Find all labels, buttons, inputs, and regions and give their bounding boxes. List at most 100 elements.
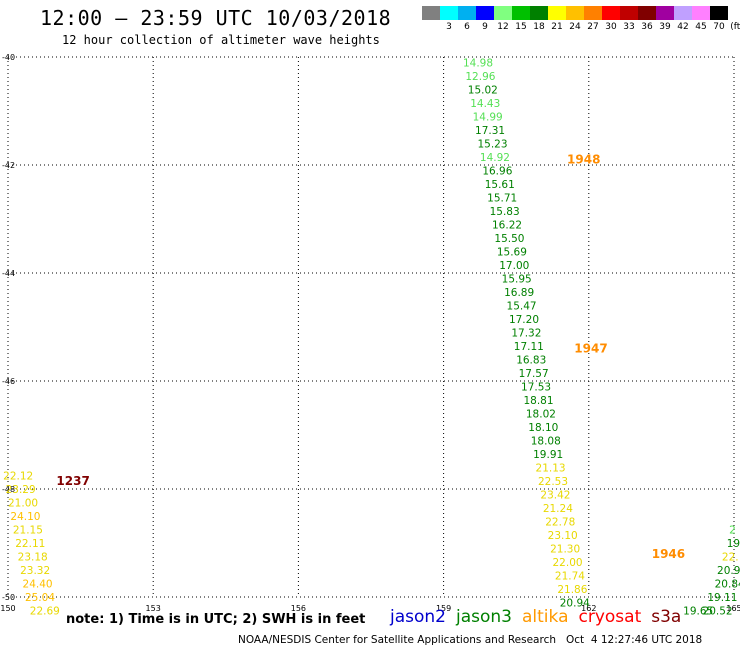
legend-swatch [674,6,692,20]
grid-lines [7,56,735,598]
satellite-legend: jason2 jason3 altika cryosat s3a [390,607,691,627]
axis-ticks: 150 153 156 159 162 165 -40 -42 -44 -46 -48 -50 [0,53,740,613]
x-tick-label: 159 [436,604,451,613]
legend-swatch [548,6,566,20]
legend-swatch [584,6,602,20]
wave-height-value: 21.74 [555,570,585,582]
satellite-altika: altika [522,607,569,627]
wave-height-value: 18.81 [523,395,553,407]
satellite-cryosat: cryosat [578,607,642,627]
y-tick-label: -48 [2,485,15,494]
wave-height-value: 15.23 [477,138,507,150]
wave-height-value: 19.65 [683,606,713,618]
wave-height-value: 22.00 [553,557,583,569]
legend-label: 42 [677,22,689,32]
wave-height-value: 22.12 [3,471,33,483]
legend-swatch [620,6,638,20]
wave-height-value: 16.83 [516,354,546,366]
legend-label: (ft) [730,22,740,32]
wave-height-value: 15.71 [487,192,517,204]
legend-label: 15 [515,22,527,32]
legend-swatch [422,6,440,20]
wave-height-value: 22. [722,552,739,564]
legend-label: 39 [659,22,671,32]
wave-height-value: 22.69 [30,606,60,618]
legend-swatch [656,6,674,20]
legend-swatch [692,6,710,20]
legend-label: 12 [497,22,509,32]
wave-height-value: 20.52 [703,606,733,618]
x-tick-label: 165 [726,604,740,613]
wave-height-value: 17.11 [514,341,544,353]
y-tick-label: -50 [2,593,15,602]
wave-height-value: 15.50 [494,233,524,245]
wave-height-value: 21.13 [536,462,566,474]
storm-labels: 1948 1947 1946 1237 [56,153,685,561]
wave-height-value: 15.83 [490,206,520,218]
credit-line: NOAA/NESDIS Center for Satellite Applica… [238,634,703,646]
wave-height-value: 16.96 [482,165,512,177]
wave-height-value: 21.00 [8,498,38,510]
legend-label: 24 [569,22,581,32]
wave-height-value: 19.11 [707,592,737,604]
storm-id-label: 1947 [574,342,607,356]
legend-label: 21 [551,22,563,32]
legend-swatch [602,6,620,20]
wave-height-value: 17.00 [499,260,529,272]
storm-id-label: 1946 [652,547,685,561]
wave-height-value: 19 [727,538,740,550]
satellite-jason2: jason2 [390,607,446,627]
wave-height-value: 16.89 [504,287,534,299]
storm-id-label: 1237 [56,474,89,488]
wave-height-value: 15.95 [502,273,532,285]
wave-height-value: 18.10 [528,422,558,434]
legend-label: 70 [713,22,725,32]
wave-height-value: 14.99 [473,111,503,123]
legend-label: 36 [641,22,653,32]
wave-height-value: 24.10 [10,511,40,523]
chart-subtitle: 12 hour collection of altimeter wave hei… [62,33,380,47]
wave-height-value: 21.15 [13,525,43,537]
wave-height-value: 25.04 [25,592,55,604]
y-tick-label: -42 [2,161,15,170]
x-tick-label: 162 [581,604,596,613]
y-tick-label: -40 [2,53,15,62]
wave-height-value: 17.53 [521,381,551,393]
wave-height-value: 2 [729,525,736,537]
wave-height-value: 14.43 [470,98,500,110]
wave-height-value: 15.69 [497,246,527,258]
legend-label: 9 [482,22,488,32]
storm-id-label: 1948 [567,153,600,167]
wave-height-value: 15.61 [485,179,515,191]
wave-height-value: 12.96 [465,71,495,83]
legend-swatch [710,6,728,20]
wave-height-value: 19.91 [533,449,563,461]
wave-height-value: 20.84 [715,579,740,591]
wave-height-value: 18.08 [531,435,561,447]
wave-height-value: 16.22 [492,219,522,231]
wave-height-value: 21.86 [557,584,587,596]
wave-height-value: 15.47 [507,300,537,312]
x-tick-label: 153 [146,604,161,613]
wave-height-value: 17.57 [519,368,549,380]
wave-height-value: 23.42 [540,489,570,501]
legend-swatch [494,6,512,20]
legend-swatch [530,6,548,20]
satellite-s3a: s3a [651,607,682,627]
wave-height-value: 17.20 [509,314,539,326]
wave-height-value: 21.24 [543,503,573,515]
legend-label: 45 [695,22,707,32]
y-tick-label: -44 [2,269,15,278]
legend-label: 3 [446,22,452,32]
wave-height-value: 14.92 [480,152,510,164]
legend-label: 6 [464,22,470,32]
wave-height-value: 17.32 [511,327,541,339]
wave-height-value: 22.78 [545,516,575,528]
chart-title: 12:00 — 23:59 UTC 10/03/2018 [40,6,392,30]
wave-height-value: 17.31 [475,125,505,137]
wave-height-value: 23.10 [548,530,578,542]
legend-swatch [512,6,530,20]
